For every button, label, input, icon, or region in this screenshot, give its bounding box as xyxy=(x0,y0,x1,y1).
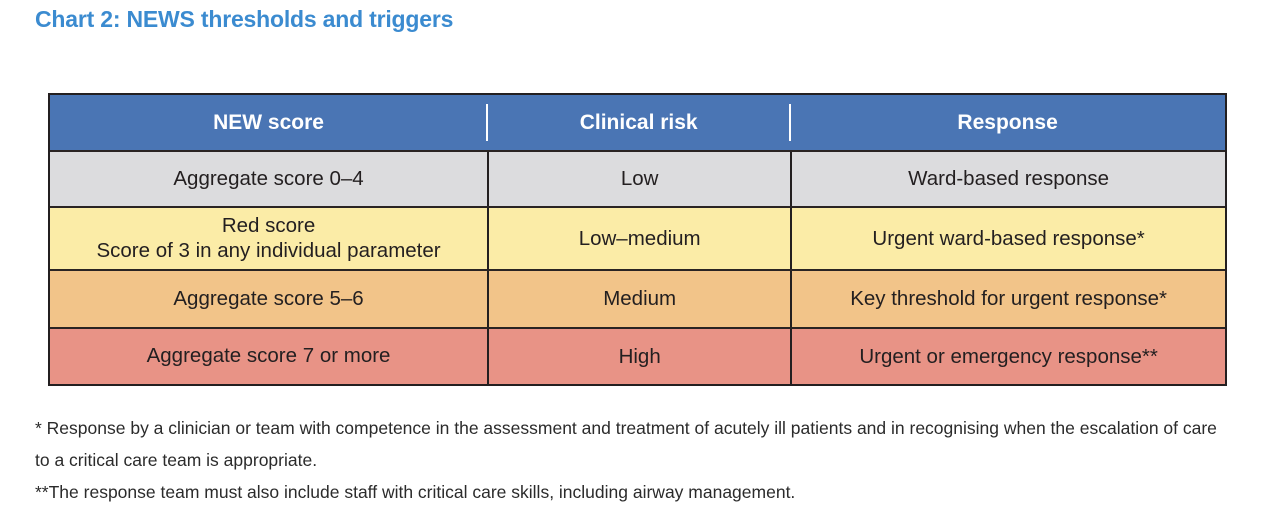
cell-score-text: Aggregate score 5–6 xyxy=(173,286,364,310)
cell-score-subtext: Score of 3 in any individual parameter xyxy=(96,238,441,262)
cell-response: Ward-based response xyxy=(790,152,1225,206)
table-row-medium: Aggregate score 5–6 Medium Key threshold… xyxy=(50,269,1225,327)
cell-score: Aggregate score 0–4 xyxy=(50,152,487,206)
table-row-high: Aggregate score 7 or more High Urgent or… xyxy=(50,327,1225,384)
cell-score-text: Aggregate score 7 or more xyxy=(146,344,391,368)
cell-clinical-risk: Low xyxy=(487,152,790,206)
cell-response: Urgent ward-based response* xyxy=(790,208,1225,269)
footnote-double-asterisk: **The response team must also include st… xyxy=(35,482,796,502)
cell-clinical-risk: Low–medium xyxy=(487,208,790,269)
cell-score: Aggregate score 5–6 xyxy=(50,271,487,327)
news-thresholds-table: NEW score Clinical risk Response Aggrega… xyxy=(48,93,1227,386)
page-title: Chart 2: NEWS thresholds and triggers xyxy=(35,6,454,32)
cell-score-text: Aggregate score 0–4 xyxy=(173,166,364,190)
header-clinical-risk: Clinical risk xyxy=(486,95,790,150)
cell-score: Red score Score of 3 in any individual p… xyxy=(50,208,487,269)
cell-clinical-risk: High xyxy=(487,329,790,384)
cell-clinical-risk: Medium xyxy=(487,271,790,327)
header-new-score: NEW score xyxy=(213,110,324,134)
table-row-low: Aggregate score 0–4 Low Ward-based respo… xyxy=(50,150,1225,206)
table-header-row: NEW score Clinical risk Response xyxy=(50,95,1225,150)
cell-response: Urgent or emergency response** xyxy=(790,329,1225,384)
header-response: Response xyxy=(789,95,1225,150)
cell-score-text: Red score xyxy=(221,213,316,237)
table-row-low-medium: Red score Score of 3 in any individual p… xyxy=(50,206,1225,269)
cell-response: Key threshold for urgent response* xyxy=(790,271,1225,327)
cell-score: Aggregate score 7 or more xyxy=(50,329,487,384)
footnotes: * Response by a clinician or team with c… xyxy=(35,412,1227,508)
footnote-single-asterisk: * Response by a clinician or team with c… xyxy=(35,418,1217,470)
